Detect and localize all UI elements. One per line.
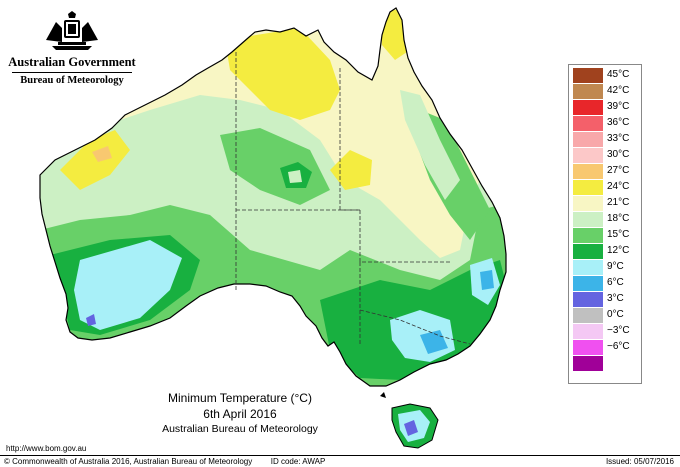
map-caption: Minimum Temperature (°C) 6th April 2016 … <box>130 390 350 436</box>
legend-swatch <box>573 308 603 323</box>
legend-swatch <box>573 84 603 99</box>
legend-swatch <box>573 116 603 131</box>
legend-label: 0°C <box>607 309 624 320</box>
id-code: ID code: AWAP <box>270 457 326 466</box>
state-borders <box>235 52 471 345</box>
legend-label: 21°C <box>607 197 630 208</box>
legend-swatch <box>573 276 603 291</box>
legend-item: 12°C <box>572 244 640 259</box>
legend-label: −3°C <box>607 325 630 336</box>
legend-label: 15°C <box>607 229 630 240</box>
zone-27c-north <box>225 28 340 120</box>
legend-item: 6°C <box>572 276 640 291</box>
legend-swatch <box>573 340 603 355</box>
legend-label: −6°C <box>607 341 630 352</box>
legend-label: 30°C <box>607 149 630 160</box>
legend-label: 6°C <box>607 277 624 288</box>
legend-swatch <box>573 164 603 179</box>
footer-divider <box>0 455 680 456</box>
border-nsw-vic <box>359 309 471 345</box>
legend-label: 24°C <box>607 181 630 192</box>
legend-item: 30°C <box>572 148 640 163</box>
legend-swatch <box>573 132 603 147</box>
legend-swatch <box>573 244 603 259</box>
footer-url[interactable]: http://www.bom.gov.au <box>6 444 87 453</box>
legend-swatch <box>573 68 603 83</box>
legend-item: 36°C <box>572 116 640 131</box>
legend-label: 33°C <box>607 133 630 144</box>
temperature-legend: 45°C 42°C 39°C 36°C 33°C 30°C 27°C 24°C 21°C 18°C… <box>568 64 642 384</box>
tasmania <box>380 392 439 449</box>
legend-item: 9°C <box>572 260 640 275</box>
zone-6c-southwest <box>86 314 96 326</box>
legend-item <box>572 356 640 371</box>
footer-issued: Issued: 05/07/2016 <box>605 457 674 466</box>
legend-swatch <box>573 212 603 227</box>
legend-item: 27°C <box>572 164 640 179</box>
legend-label: 42°C <box>607 85 630 96</box>
legend-item: 42°C <box>572 84 640 99</box>
zone-27c-gulf <box>330 150 372 190</box>
legend-label: 3°C <box>607 293 624 304</box>
legend-swatch <box>573 324 603 339</box>
legend-item: 3°C <box>572 292 640 307</box>
government-branding: Australian Government Bureau of Meteorol… <box>8 10 136 86</box>
legend-item: −6°C <box>572 340 640 355</box>
legend-item: −3°C <box>572 324 640 339</box>
bureau-title: Bureau of Meteorology <box>20 75 124 86</box>
legend-item: 45°C <box>572 68 640 83</box>
legend-label: 9°C <box>607 261 624 272</box>
legend-label: 39°C <box>607 101 630 112</box>
legend-swatch <box>573 356 603 371</box>
legend-item: 15°C <box>572 228 640 243</box>
legend-item: 0°C <box>572 308 640 323</box>
zone-30c-spot <box>92 146 112 162</box>
zone-18c-centre-spot <box>288 170 302 183</box>
footer-copyright: © Commonwealth of Australia 2016, Austra… <box>4 457 325 466</box>
header-divider <box>12 72 132 73</box>
legend-swatch <box>573 228 603 243</box>
legend-label: 45°C <box>607 69 630 80</box>
legend-label: 27°C <box>607 165 630 176</box>
legend-item: 33°C <box>572 132 640 147</box>
legend-label: 12°C <box>607 245 630 256</box>
legend-swatch <box>573 148 603 163</box>
zone-21c-qld-strip <box>400 90 460 200</box>
legend-swatch <box>573 260 603 275</box>
legend-item: 39°C <box>572 100 640 115</box>
legend-item: 18°C <box>572 212 640 227</box>
legend-item: 21°C <box>572 196 640 211</box>
map-organisation: Australian Bureau of Meteorology <box>162 423 318 435</box>
copyright-text: © Commonwealth of Australia 2016, Austra… <box>4 457 253 466</box>
legend-item: 24°C <box>572 180 640 195</box>
legend-swatch <box>573 292 603 307</box>
border-nt-qld <box>339 68 452 263</box>
coat-of-arms-icon <box>46 11 98 50</box>
government-title: Australian Government <box>8 55 136 69</box>
legend-label: 36°C <box>607 117 630 128</box>
map-date: 6th April 2016 <box>203 407 277 421</box>
zone-9c-tablelands <box>480 270 494 290</box>
legend-swatch <box>573 196 603 211</box>
zone-12c-southwest <box>74 240 182 330</box>
zone-27c-kimberley <box>60 130 130 190</box>
legend-label: 18°C <box>607 213 630 224</box>
legend-swatch <box>573 100 603 115</box>
map-title: Minimum Temperature (°C) <box>168 391 312 405</box>
legend-swatch <box>573 180 603 195</box>
